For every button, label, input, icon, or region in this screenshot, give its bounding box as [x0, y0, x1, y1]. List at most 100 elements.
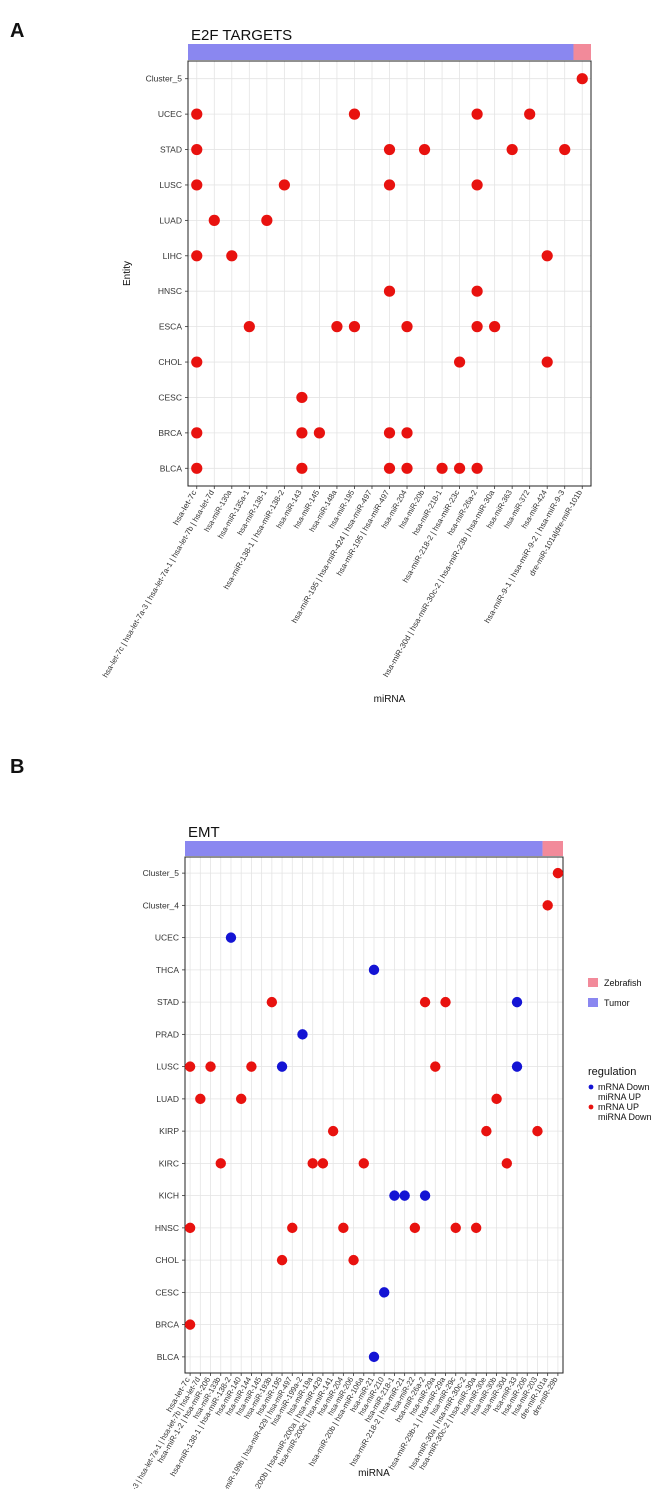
data-point [576, 73, 588, 85]
data-point [331, 321, 343, 333]
data-point [481, 1125, 492, 1137]
data-point [191, 108, 203, 120]
y-tick-label: CESC [155, 1287, 179, 1297]
data-point [471, 285, 483, 297]
data-point [471, 462, 483, 474]
y-tick-label: Cluster_4 [143, 900, 180, 910]
data-point [368, 1351, 380, 1363]
data-point [491, 1093, 502, 1105]
legend-label: miRNA UP [598, 1092, 641, 1102]
legend-dot [588, 1084, 594, 1090]
data-point [399, 1190, 410, 1201]
data-point [191, 179, 203, 191]
y-tick-label: STAD [160, 145, 182, 155]
data-point [542, 900, 553, 911]
data-point [440, 996, 451, 1008]
data-point [278, 179, 290, 191]
data-point [511, 1061, 523, 1072]
data-point [184, 1222, 196, 1234]
data-point [226, 250, 238, 262]
data-point [401, 462, 413, 474]
y-tick-label: THCA [156, 965, 179, 975]
annotation-bar-tumor [188, 44, 574, 60]
data-point [453, 462, 466, 474]
legend-swatch-tumor [588, 998, 598, 1007]
data-point [541, 356, 553, 368]
y-tick-label: BRCA [158, 428, 182, 438]
data-point [327, 1125, 339, 1137]
y-tick-label: LUSC [159, 180, 182, 190]
data-point [471, 321, 483, 333]
data-point [348, 321, 361, 333]
data-point [358, 1158, 369, 1169]
data-point [215, 1158, 226, 1169]
data-point [235, 1093, 247, 1105]
data-point [453, 356, 466, 368]
data-point [401, 321, 413, 333]
data-point [191, 427, 203, 439]
y-tick-label: Cluster_5 [146, 74, 183, 84]
data-point [552, 867, 564, 879]
data-point [246, 1061, 257, 1072]
y-tick-label: LUAD [156, 1094, 179, 1104]
data-point [419, 996, 431, 1008]
data-point [409, 1222, 421, 1234]
annotation-bar-zebrafish [573, 44, 591, 60]
y-tick-label: UCEC [155, 933, 179, 943]
y-tick-label: LUAD [159, 215, 182, 225]
data-point [418, 143, 431, 156]
y-tick-label: UCEC [158, 109, 182, 119]
data-point [191, 250, 203, 262]
data-point [383, 427, 396, 439]
annotation-bar-tumor [185, 841, 543, 856]
y-tick-label: BRCA [155, 1320, 179, 1330]
y-axis-title: Entity [122, 261, 133, 286]
y-tick-label: BLCA [160, 463, 183, 473]
legend-groups: Zebrafish Tumor [588, 978, 642, 1008]
data-point [383, 143, 396, 156]
chart-title: E2F TARGETS [191, 27, 292, 44]
chart-emt: EMT Cluster_5 Cluster_4 UCEC THCA STAD PRAD LUS… [94, 824, 651, 1489]
legend-label: mRNA Down [598, 1082, 650, 1092]
data-point [276, 1061, 288, 1072]
data-point [471, 108, 483, 120]
y-tick-label: CHOL [155, 1255, 179, 1265]
legend-swatch-zebrafish [588, 978, 598, 987]
data-point [506, 143, 518, 156]
data-point [401, 427, 413, 439]
panel-label-b: B [10, 756, 24, 778]
data-point [348, 1254, 359, 1266]
data-point [524, 108, 536, 120]
legend-label: Tumor [604, 998, 630, 1008]
y-tick-label: LUSC [156, 1062, 179, 1072]
data-point [261, 214, 273, 226]
annotation-bar-zebrafish [542, 841, 563, 856]
x-tick-label: hsa-let-7c | hsa-let-7a-3 | hsa-let-7a-1… [101, 489, 216, 680]
data-point [338, 1222, 349, 1234]
data-point [317, 1158, 329, 1169]
data-point [368, 964, 380, 976]
y-tick-label: Cluster_5 [143, 868, 180, 878]
data-point [511, 996, 523, 1008]
y-tick-label: HNSC [155, 1223, 179, 1233]
y-tick-label: CESC [158, 392, 182, 402]
data-point [436, 462, 448, 474]
data-point [389, 1190, 400, 1201]
data-point [307, 1158, 318, 1169]
data-point [470, 1222, 482, 1234]
data-point [191, 356, 203, 368]
data-point [489, 321, 501, 333]
data-point [559, 143, 571, 156]
x-axis-title: miRNA [358, 1468, 390, 1479]
data-point [379, 1287, 390, 1298]
y-tick-label: KIRP [159, 1126, 179, 1136]
data-point [225, 932, 237, 943]
data-point [471, 179, 483, 191]
data-point [383, 179, 396, 191]
x-tick-label: hsa-let-7c | hsa-let-7a-3 | hsa-let-7a-1… [94, 1376, 202, 1489]
data-point [383, 462, 396, 474]
data-point [501, 1158, 513, 1169]
data-point [191, 462, 203, 474]
data-point [313, 427, 326, 439]
